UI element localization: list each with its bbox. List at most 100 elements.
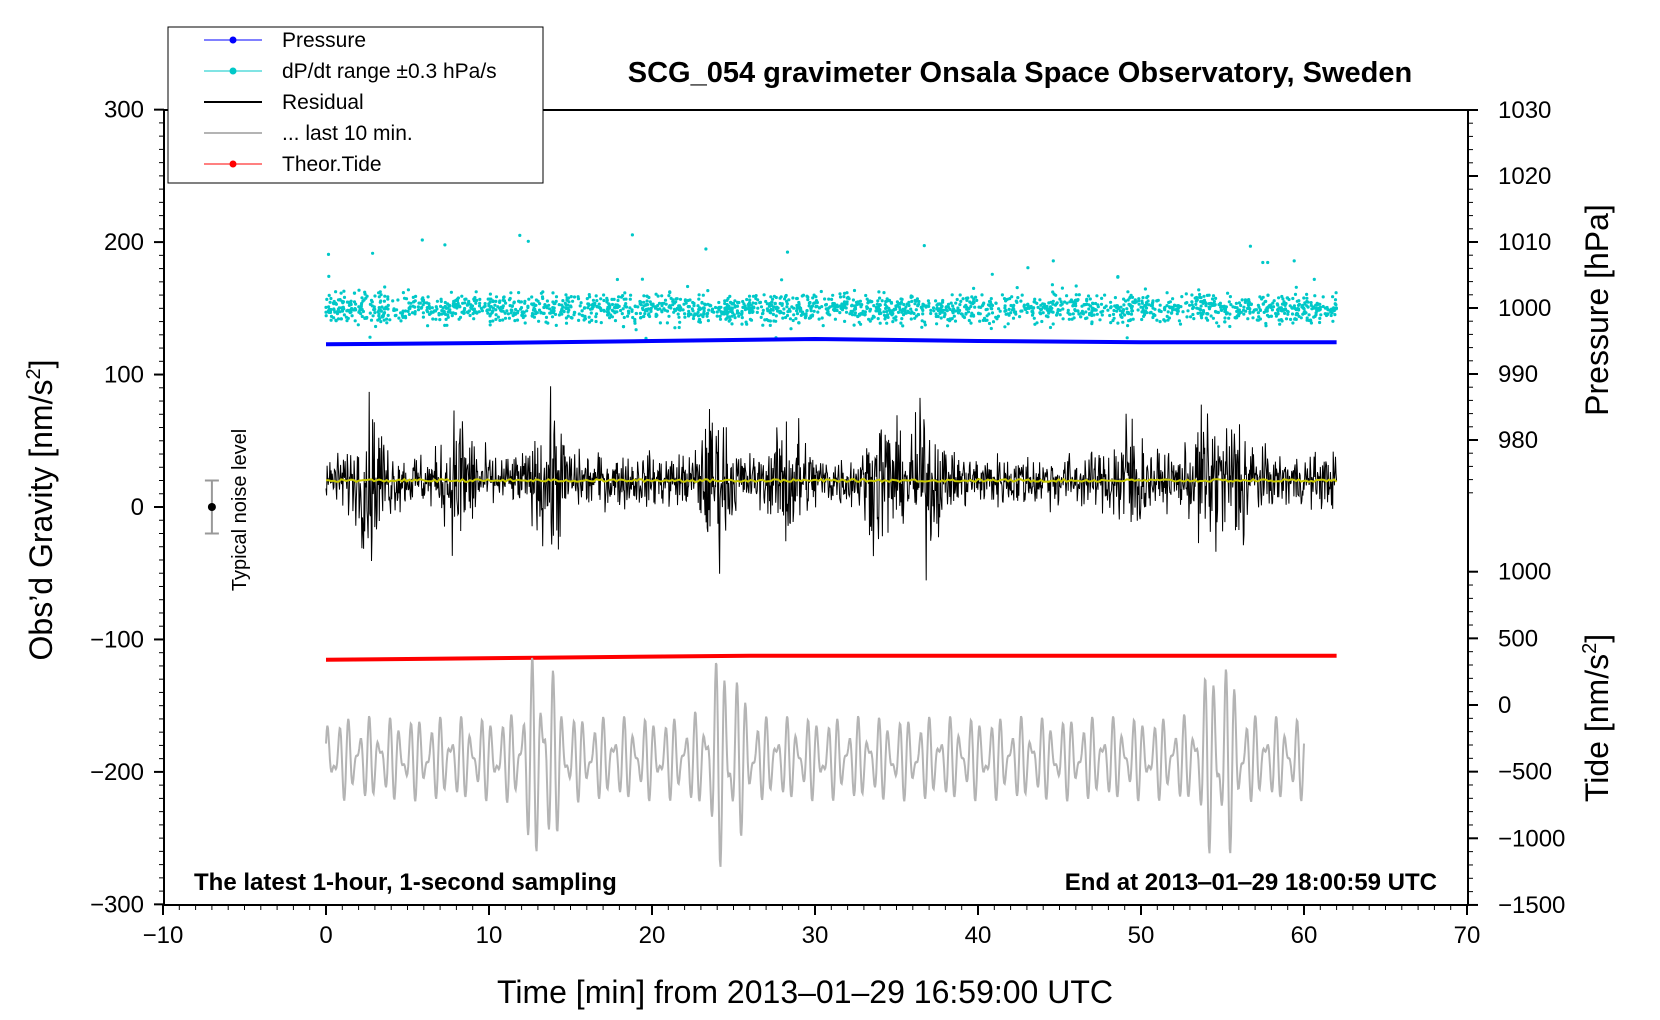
- dpdt-point: [817, 317, 821, 321]
- dpdt-point: [1116, 321, 1120, 325]
- dpdt-point: [1131, 317, 1135, 321]
- dpdt-point: [859, 305, 863, 309]
- dpdt-point: [715, 314, 719, 318]
- dpdt-point: [585, 297, 589, 301]
- dpdt-scatter: [324, 233, 1338, 340]
- dpdt-point: [654, 314, 658, 318]
- dpdt-point: [1006, 312, 1010, 316]
- dpdt-point: [594, 312, 599, 316]
- dpdt-point: [677, 315, 681, 319]
- y-label-tide-sup: 2: [1579, 643, 1601, 654]
- dpdt-point: [686, 305, 691, 309]
- dpdt-point: [767, 304, 772, 308]
- dpdt-point: [877, 290, 881, 294]
- dpdt-point: [1277, 318, 1281, 322]
- dpdt-point: [345, 300, 349, 304]
- dpdt-point: [1010, 295, 1014, 299]
- dpdt-point: [1240, 298, 1244, 302]
- dpdt-point: [1141, 296, 1145, 300]
- dpdt-point: [1329, 313, 1333, 318]
- dpdt-point: [1163, 305, 1167, 309]
- dpdt-point: [1190, 293, 1194, 297]
- dpdt-point: [771, 297, 775, 301]
- dpdt-point: [380, 305, 384, 309]
- dpdt-point: [726, 304, 731, 308]
- dpdt-point: [1295, 311, 1299, 316]
- dpdt-point: [938, 311, 942, 316]
- dpdt-point: [667, 314, 671, 318]
- dpdt-point: [1184, 301, 1188, 305]
- dpdt-point: [491, 319, 495, 323]
- dpdt-point: [515, 311, 520, 315]
- dpdt-point: [608, 316, 612, 320]
- dpdt-point: [892, 307, 897, 311]
- dpdt-point: [1119, 305, 1123, 309]
- dpdt-point: [1041, 302, 1045, 306]
- dpdt-point: [628, 306, 632, 310]
- dpdt-point: [594, 319, 598, 324]
- dpdt-point: [1061, 307, 1065, 311]
- dpdt-point: [1208, 305, 1212, 309]
- dpdt-point: [1314, 311, 1318, 315]
- dpdt-point: [678, 308, 682, 312]
- dpdt-point: [699, 313, 703, 317]
- dpdt-point: [1109, 305, 1113, 309]
- dpdt-point: [1202, 294, 1206, 298]
- dpdt-point: [631, 315, 635, 320]
- dpdt-point: [379, 299, 383, 303]
- dpdt-point: [1245, 298, 1249, 302]
- dpdt-point: [624, 302, 628, 306]
- dpdt-point: [339, 317, 343, 321]
- dpdt-point: [1025, 310, 1029, 315]
- dpdt-point: [1059, 303, 1063, 307]
- dpdt-point: [1307, 313, 1311, 317]
- dpdt-point: [768, 323, 772, 327]
- dpdt-point: [554, 323, 558, 327]
- dpdt-point: [1071, 312, 1075, 316]
- dpdt-point: [1228, 312, 1232, 316]
- dpdt-point: [1279, 306, 1283, 310]
- dpdt-point: [755, 310, 759, 314]
- dpdt-point: [439, 299, 443, 303]
- y-left-tick-label: −100: [90, 626, 144, 653]
- dpdt-point: [718, 317, 723, 321]
- dpdt-point: [838, 295, 843, 299]
- dpdt-point: [989, 302, 993, 306]
- dpdt-point: [412, 300, 416, 304]
- dpdt-point: [324, 314, 328, 318]
- dpdt-point: [896, 310, 901, 314]
- dpdt-point: [1079, 311, 1083, 315]
- dpdt-point: [731, 311, 735, 315]
- dpdt-point: [1121, 320, 1125, 324]
- dpdt-point: [658, 321, 663, 325]
- dpdt-point: [1292, 259, 1296, 263]
- dpdt-point: [475, 298, 479, 302]
- dpdt-point: [795, 296, 799, 301]
- dpdt-point: [741, 299, 745, 304]
- dpdt-point: [349, 299, 353, 303]
- dpdt-point: [831, 293, 835, 297]
- dpdt-point: [426, 310, 430, 314]
- dpdt-point: [761, 323, 765, 327]
- dpdt-point: [989, 326, 993, 331]
- dpdt-point: [545, 299, 550, 303]
- dpdt-point: [853, 307, 857, 311]
- dpdt-point: [782, 307, 786, 311]
- dpdt-point: [784, 315, 788, 320]
- dpdt-point: [577, 312, 581, 316]
- dpdt-point: [737, 300, 741, 305]
- dpdt-point: [1192, 317, 1196, 321]
- dpdt-point: [701, 306, 705, 310]
- dpdt-point: [544, 315, 549, 319]
- dpdt-point: [1123, 313, 1127, 317]
- dpdt-point: [807, 304, 811, 308]
- dpdt-point: [692, 304, 696, 308]
- dpdt-point: [687, 309, 691, 313]
- dpdt-point: [1102, 306, 1107, 310]
- tide-tick-label: 0: [1498, 692, 1511, 719]
- dpdt-point: [907, 310, 911, 315]
- dpdt-point: [904, 305, 908, 309]
- dpdt-point: [991, 320, 996, 324]
- dpdt-point: [683, 299, 688, 303]
- dpdt-point: [899, 321, 903, 325]
